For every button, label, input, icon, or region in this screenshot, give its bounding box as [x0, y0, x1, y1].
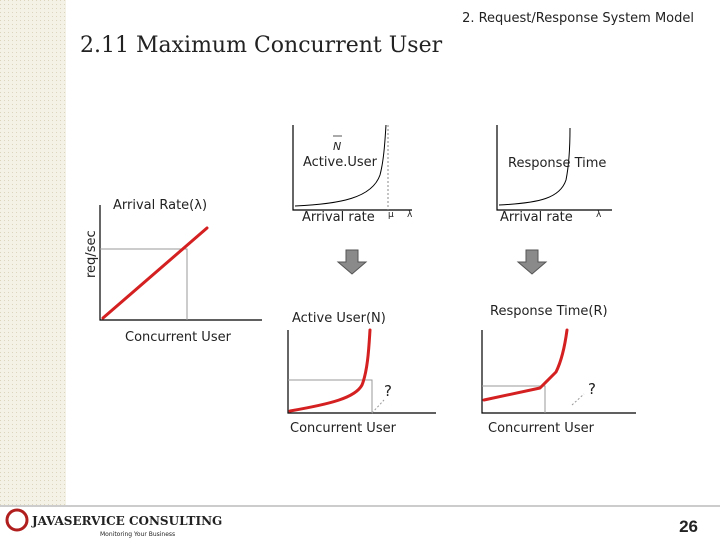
axes — [99, 205, 262, 321]
x-label: Concurrent User — [125, 330, 232, 345]
curve — [288, 328, 372, 413]
axes — [481, 330, 636, 414]
tagline: Monitoring Your Business — [100, 531, 175, 538]
logo-mark — [5, 508, 29, 532]
question-mark: ? — [588, 380, 596, 398]
pointer — [371, 399, 385, 414]
curve — [482, 328, 569, 402]
x-label: Arrival rate — [500, 210, 573, 225]
y-label: Response Time(R) — [490, 304, 608, 319]
y-label: Response Time — [508, 156, 606, 171]
side-strip — [0, 0, 66, 505]
guide-lines — [482, 385, 546, 413]
guide-lines — [288, 379, 373, 413]
curve — [294, 124, 387, 207]
symbol: N — [333, 140, 341, 153]
x-label: Concurrent User — [290, 421, 397, 436]
top-right-plot: Response Time Arrival rate λ — [496, 125, 612, 225]
axes — [287, 330, 436, 414]
y-unit: req/sec — [84, 230, 99, 278]
y-label: Arrival Rate(λ) — [113, 198, 207, 213]
x-label: Arrival rate — [302, 210, 375, 225]
lambda: λ — [407, 210, 413, 220]
x-label: Concurrent User — [488, 421, 595, 436]
pointer — [571, 393, 585, 406]
slide-title: 2.11 Maximum Concurrent User — [80, 33, 443, 58]
question-mark: ? — [384, 382, 392, 400]
top-middle-plot: N Active.User Arrival rate μ λ — [292, 124, 413, 225]
company-name: JAVASERVICE CONSULTING — [31, 514, 222, 528]
curve — [101, 226, 209, 320]
section-title: 2. Request/Response System Model — [462, 11, 694, 26]
axes — [292, 125, 412, 211]
left-plot: Arrival Rate(λ) req/sec Concurrent User — [84, 198, 262, 345]
bottom-right-plot: Response Time(R) ? Concurrent User — [481, 304, 636, 436]
down-arrow — [336, 249, 368, 275]
guide-lines — [100, 248, 188, 320]
curve — [498, 127, 571, 206]
mu: μ — [388, 210, 394, 220]
down-arrow — [516, 249, 548, 275]
bottom-middle-plot: Active User(N) ? Concurrent User — [287, 311, 436, 436]
axes — [496, 125, 612, 211]
y-label: Active.User — [303, 155, 378, 170]
lambda: λ — [596, 210, 602, 220]
page-number: 26 — [679, 517, 698, 536]
y-label: Active User(N) — [292, 311, 386, 326]
